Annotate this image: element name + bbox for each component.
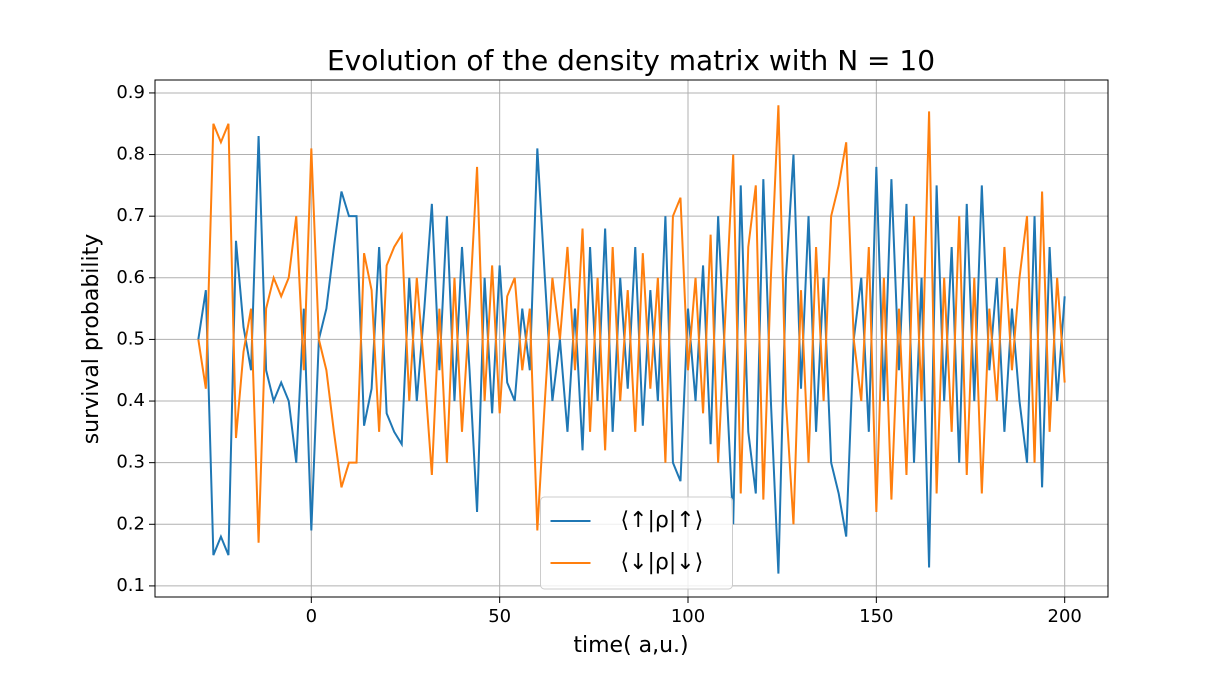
line-series <box>197 136 1066 574</box>
legend-label: ⟨↑|ρ|↑⟩ <box>621 508 704 533</box>
y-tick-label: 0.4 <box>116 390 145 411</box>
x-axis-label: time( a,u.) <box>573 633 688 658</box>
x-tick-label: 100 <box>671 606 705 627</box>
x-tick-label: 150 <box>859 606 893 627</box>
y-tick-label: 0.8 <box>116 144 145 165</box>
y-tick-label: 0.3 <box>116 452 145 473</box>
legend-label: ⟨↓|ρ|↓⟩ <box>621 550 704 575</box>
x-tick-label: 50 <box>488 606 511 627</box>
y-tick-label: 0.6 <box>116 267 145 288</box>
plot-frame <box>154 79 1109 598</box>
y-axis-label: survival probability <box>79 234 104 445</box>
y-tick-label: 0.9 <box>116 82 145 103</box>
y-tick-label: 0.2 <box>116 513 145 534</box>
line-series <box>197 105 1066 543</box>
y-tick-label: 0.7 <box>116 205 145 226</box>
y-tick-label: 0.5 <box>116 328 145 349</box>
x-tick-label: 0 <box>306 606 317 627</box>
chart-title: Evolution of the density matrix with N =… <box>327 44 935 77</box>
x-tick-label: 200 <box>1048 606 1082 627</box>
y-tick-label: 0.1 <box>116 575 145 596</box>
